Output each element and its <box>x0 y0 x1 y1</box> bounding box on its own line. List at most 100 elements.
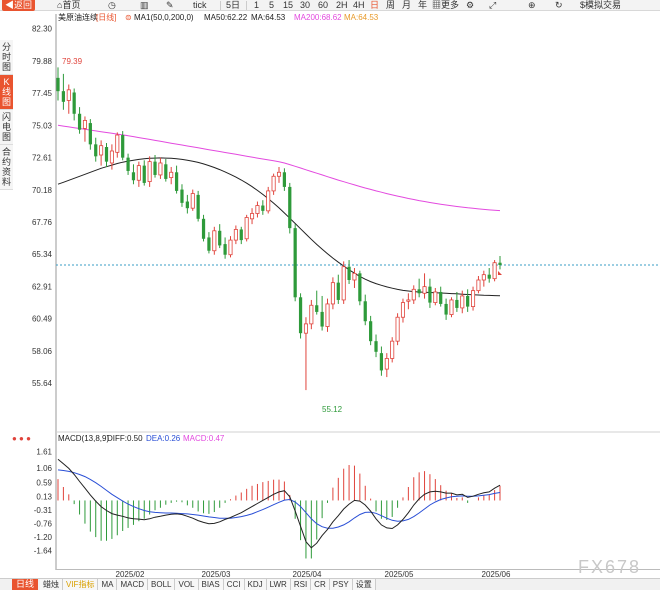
candle-body <box>223 244 227 255</box>
candle-body <box>261 205 265 211</box>
period-30-button[interactable]: 30 <box>300 0 311 10</box>
candle-body <box>411 288 416 301</box>
back-label: 返回 <box>14 0 33 10</box>
period-month-button[interactable]: 月 <box>402 0 412 10</box>
candle-body <box>185 201 189 209</box>
price-tick-label: 82.30 <box>32 25 53 34</box>
candle-body <box>374 341 378 352</box>
candle-body <box>428 286 432 303</box>
five-day-button[interactable]: 5日 <box>226 0 241 10</box>
period-15-button[interactable]: 15 <box>283 0 294 10</box>
period-selector[interactable]: 日线 <box>12 579 39 590</box>
macd-lines <box>57 458 501 549</box>
home-icon: ⌂ <box>57 0 63 10</box>
last-price-marker <box>498 271 502 275</box>
indicator-tab[interactable]: MACD <box>117 579 149 590</box>
indicator-tab[interactable]: KDJ <box>244 579 267 590</box>
candle-body <box>298 297 303 334</box>
macd-value-label: MACD:0.47 <box>183 434 225 443</box>
macd-tick-label: -0.31 <box>34 506 53 515</box>
tab-timeshare[interactable]: 分时图 <box>0 40 13 75</box>
candle-body <box>288 186 292 229</box>
expand-icon: ⤢ <box>489 0 497 10</box>
top-toolbar: ◀返回 ⌂首页 ◷ ▥ ✎ tick 5日 1 5 15 30 60 2H 4H… <box>0 0 660 11</box>
indicator-tab[interactable]: VIF指标 <box>63 579 99 590</box>
candle-body <box>104 147 109 162</box>
tick-button[interactable]: tick <box>193 0 207 10</box>
crosshair-button[interactable]: ⊕ <box>528 0 536 11</box>
candle-series <box>56 67 502 391</box>
candle-body <box>460 295 465 309</box>
indicator-tab[interactable]: LWR <box>266 579 291 590</box>
period-week-button[interactable]: 周 <box>386 0 396 10</box>
candle-body <box>400 302 405 318</box>
chart-icon: ▥ <box>140 0 149 10</box>
month-tick-label: 2025/06 <box>482 570 511 578</box>
macd-tick-label: -1.64 <box>34 547 53 556</box>
indicator-tab[interactable]: BOLL <box>148 579 176 590</box>
candle-body <box>282 172 287 187</box>
fullscreen-button[interactable]: ⤢ <box>489 0 496 11</box>
indicator-tab[interactable]: BIAS <box>198 579 224 590</box>
period-2h-button[interactable]: 2H <box>336 0 348 10</box>
indicator-tab[interactable]: 蜡烛 <box>40 579 63 590</box>
back-button[interactable]: ◀返回 <box>2 0 36 11</box>
period-1-button[interactable]: 1 <box>254 0 260 10</box>
indicator-button[interactable]: ▥ <box>140 0 149 11</box>
period-4h-button[interactable]: 4H <box>353 0 365 10</box>
period-day-button[interactable]: 日 <box>370 0 380 10</box>
draw-button[interactable]: ✎ <box>166 0 174 11</box>
indicator-tab[interactable]: RSI <box>290 579 312 590</box>
candle-body <box>255 205 260 214</box>
period-60-button[interactable]: 60 <box>318 0 329 10</box>
sim-trade-button[interactable]: $模拟交易 <box>580 0 621 11</box>
candle-body <box>115 134 120 153</box>
candle-body <box>395 316 400 342</box>
candle-body <box>136 165 141 181</box>
home-button[interactable]: ⌂首页 <box>57 0 80 11</box>
period-5-button[interactable]: 5 <box>269 0 275 10</box>
indicator-tab[interactable]: MA <box>98 579 118 590</box>
refresh-button[interactable]: ↻ <box>555 0 563 11</box>
line-label: 线 <box>25 579 35 589</box>
candle-body <box>174 172 179 191</box>
candle-body <box>347 266 351 280</box>
candle-body <box>271 175 276 192</box>
more-label: 更多 <box>441 0 460 10</box>
indicator-tab[interactable]: PSY <box>329 579 353 590</box>
month-tick-label: 2025/02 <box>116 570 145 578</box>
left-view-tabs: 分时图 K线图 闪电图 合约资料 <box>0 40 13 190</box>
indicator-tab[interactable]: CR <box>311 579 330 590</box>
dollar-icon: $ <box>580 0 586 10</box>
home-label: 首页 <box>62 0 81 10</box>
period-year-button[interactable]: 年 <box>418 0 428 10</box>
settings-button[interactable]: ⚙ <box>466 0 474 11</box>
price-chart[interactable]: 82.30 79.88 77.45 75.03 72.61 70.18 67.76 65.34… <box>0 0 660 578</box>
price-tick-label: 60.49 <box>32 315 53 324</box>
candle-body <box>466 295 470 307</box>
candle-body <box>207 237 211 251</box>
tab-contract-info[interactable]: 合约资料 <box>0 145 13 190</box>
ma50-label: MA50:62.22 <box>204 13 248 22</box>
ma1-label: MA1(50,0,200,0) <box>134 13 194 22</box>
candle-body <box>131 172 136 181</box>
candle-body <box>315 305 319 312</box>
tab-kline[interactable]: K线图 <box>0 75 13 110</box>
candle-body <box>481 274 486 281</box>
candle-body <box>233 229 238 241</box>
candle-body <box>390 340 395 359</box>
indicator-tab[interactable]: 设置 <box>352 579 376 590</box>
indicator-tab[interactable]: VOL <box>175 579 199 590</box>
indicator-tab[interactable]: CCI <box>223 579 245 590</box>
more-button[interactable]: ▦更多 <box>432 0 459 11</box>
candle-body <box>293 228 297 298</box>
tab-flash[interactable]: 闪电图 <box>0 110 13 145</box>
interval-button[interactable]: ◷ <box>108 0 116 11</box>
period-pill-label: 日 <box>16 579 26 589</box>
candle-body <box>487 274 491 279</box>
dea-line <box>57 469 501 529</box>
candle-body <box>66 89 71 101</box>
candle-body <box>153 161 157 175</box>
macd-dea-label: DEA:0.26 <box>146 434 181 443</box>
candle-body <box>228 239 233 256</box>
